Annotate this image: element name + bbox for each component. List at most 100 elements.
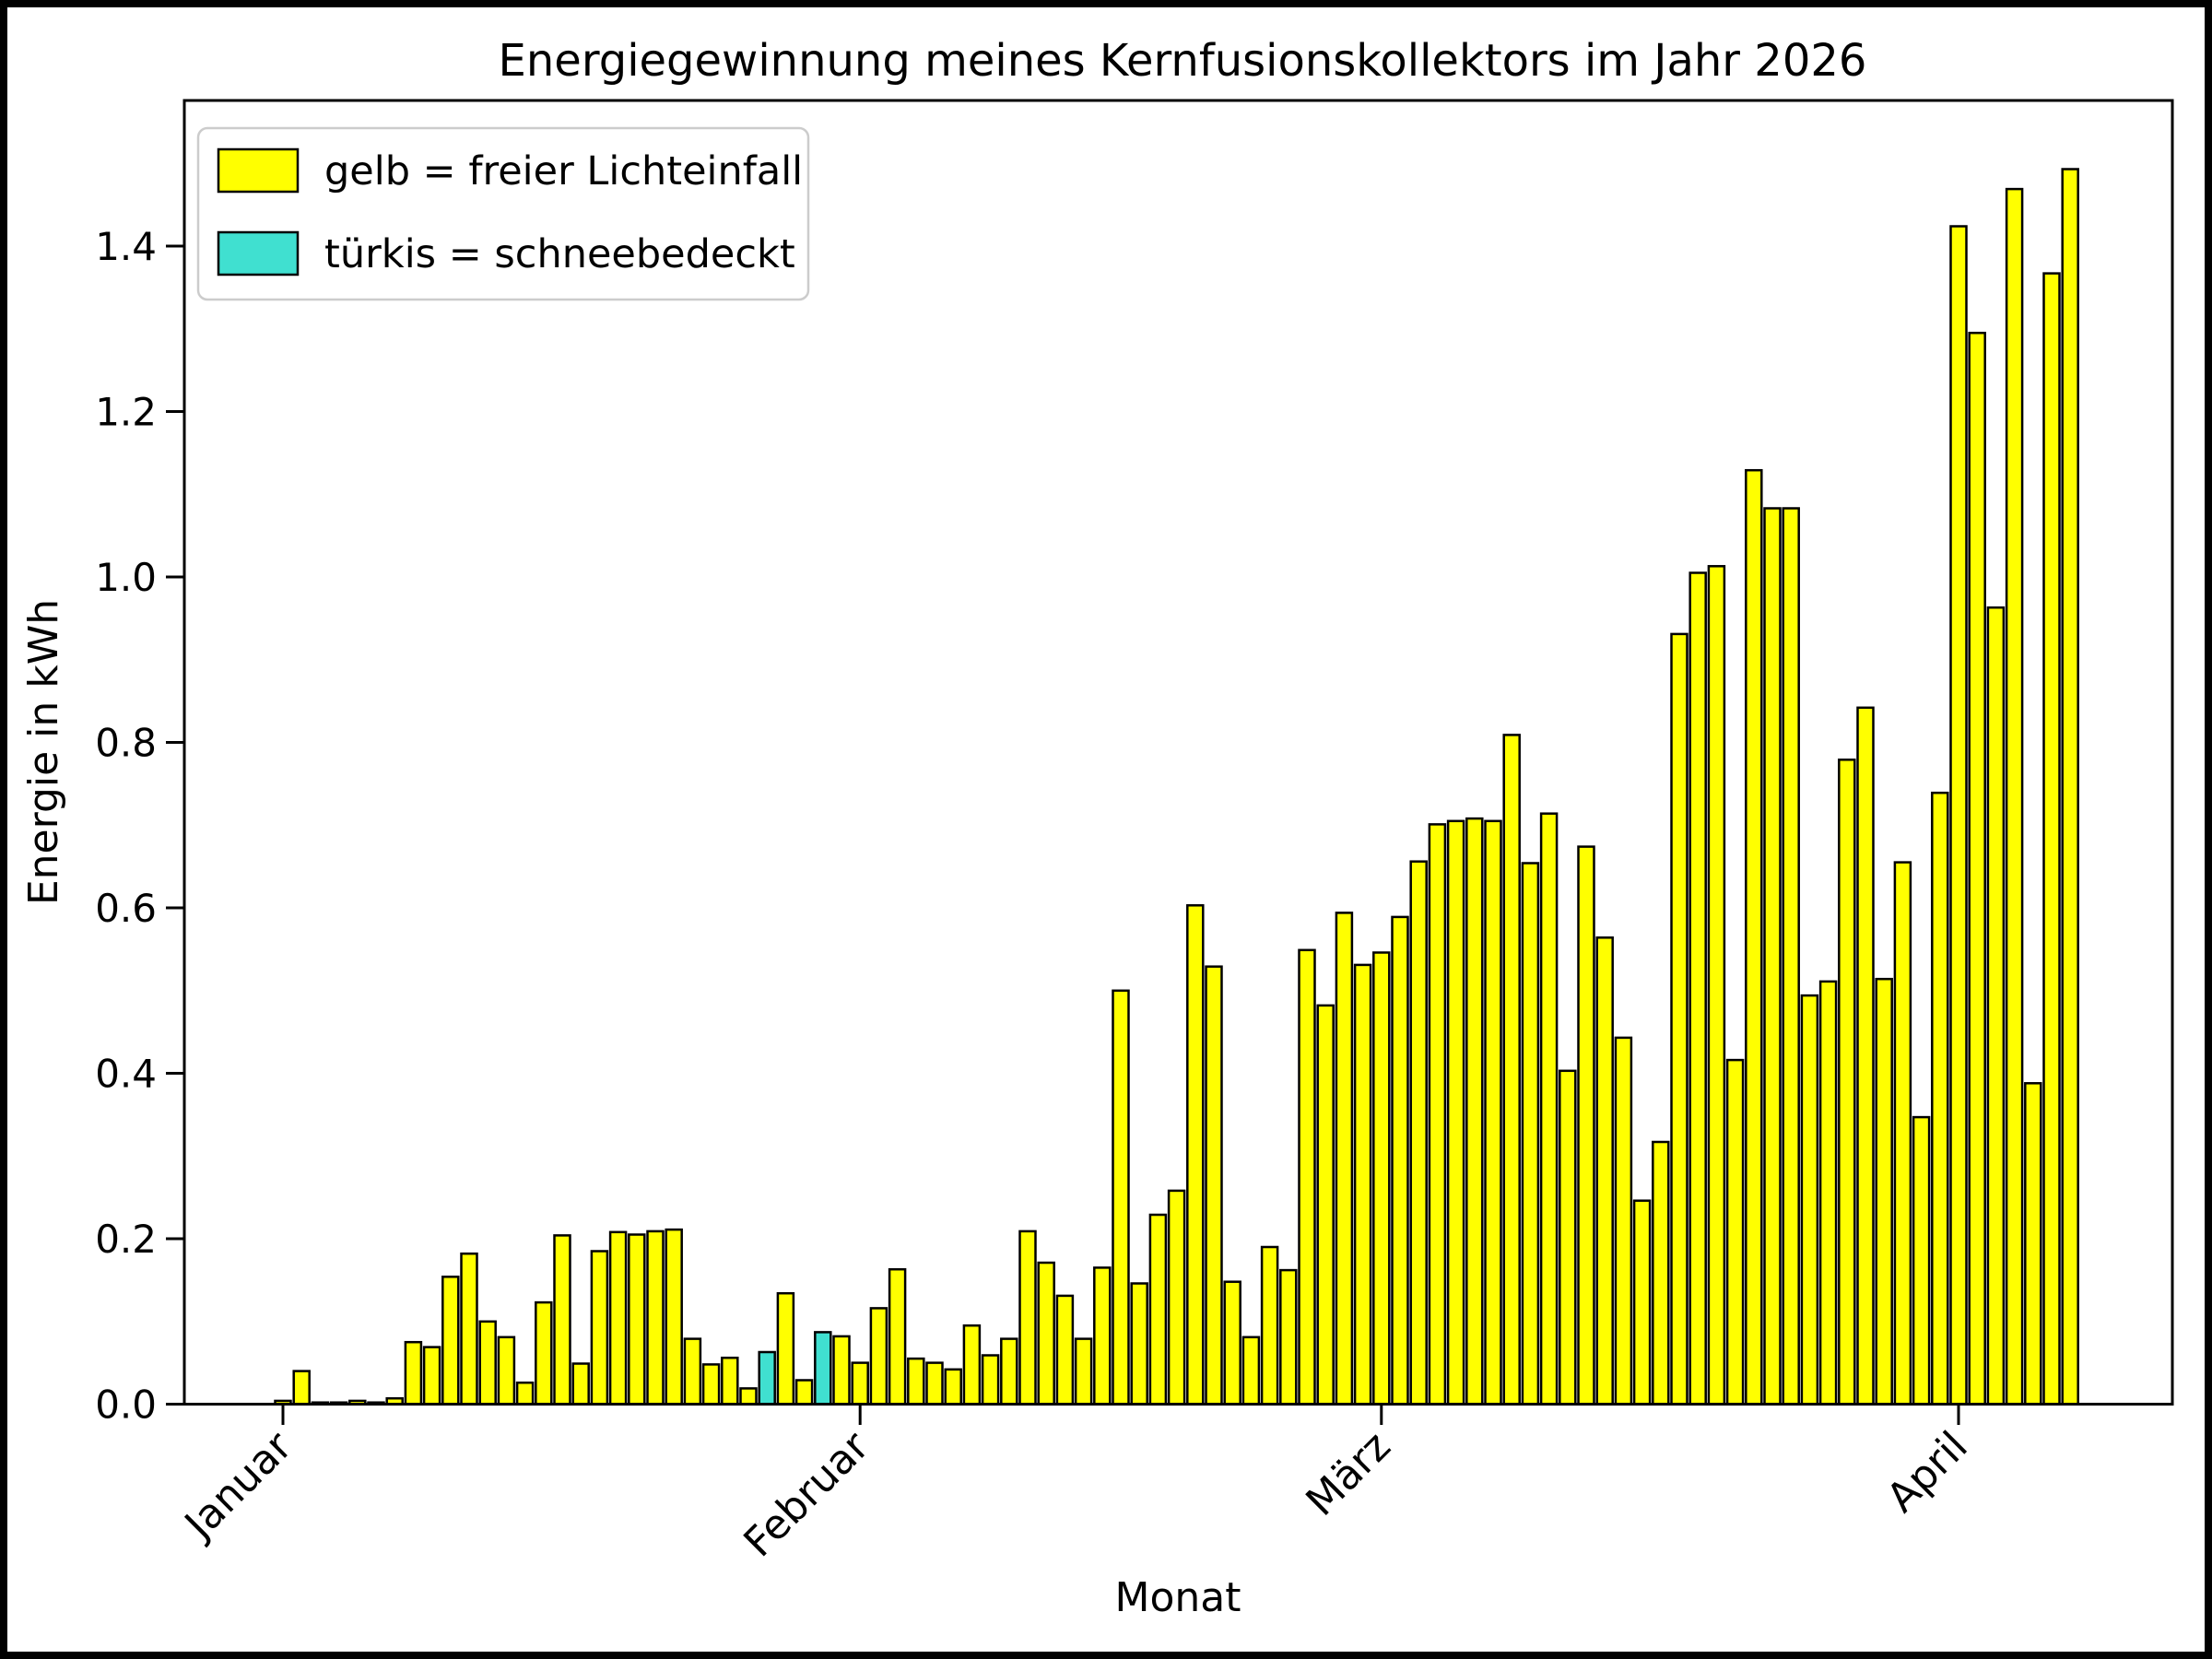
bar-free-light: [1353, 963, 1372, 1406]
bar-free-light: [925, 1361, 944, 1406]
bar-free-light: [701, 1363, 721, 1406]
bar-free-light: [1652, 1140, 1670, 1406]
bar-free-light: [1745, 468, 1763, 1406]
bar-free-light: [1949, 225, 1968, 1406]
bar-free-light: [608, 1230, 628, 1406]
y-tick-label: 0.6: [95, 886, 157, 931]
bar-free-light: [441, 1276, 460, 1406]
y-tick-label: 1.0: [95, 555, 157, 600]
bar-free-light: [1559, 1069, 1577, 1406]
bar-free-light: [1112, 989, 1130, 1406]
bar-free-light: [1484, 819, 1502, 1406]
bar-free-light: [1186, 904, 1205, 1406]
bar-free-light: [1335, 912, 1354, 1406]
bar-free-light: [478, 1320, 497, 1406]
bar-free-light: [1241, 1335, 1261, 1406]
bar-free-light: [1465, 817, 1484, 1406]
axes-spines: [182, 99, 2174, 1406]
bar-free-light: [1800, 994, 1819, 1406]
bar-free-light: [1912, 1115, 1931, 1406]
bar-free-light: [1130, 1282, 1148, 1406]
bar-free-light: [776, 1291, 795, 1406]
y-tick-label: 0.4: [95, 1052, 157, 1097]
bar-free-light: [404, 1340, 423, 1406]
bar-free-light: [1931, 791, 1949, 1406]
bar-free-light: [1986, 606, 2006, 1406]
bar-free-light: [1428, 823, 1447, 1406]
bars-group: [274, 168, 2079, 1406]
bar-free-light: [535, 1300, 553, 1406]
bar-free-light: [515, 1381, 535, 1406]
bar-free-light: [571, 1362, 590, 1406]
legend-label-snow-covered: türkis = schneebedeckt: [324, 231, 795, 277]
bar-free-light: [292, 1370, 311, 1406]
bar-free-light: [1577, 845, 1595, 1406]
bar-free-light: [497, 1335, 516, 1406]
bar-free-light: [1595, 936, 1614, 1406]
y-axis-ticks: 0.0 0.2 0.4 0.6 0.8 1.0 1.2 1.4: [95, 224, 184, 1428]
bar-snow-covered: [758, 1350, 776, 1406]
y-axis-label: Energie in kWh: [20, 599, 67, 905]
bar-free-light: [665, 1228, 683, 1406]
bar-free-light: [1298, 948, 1316, 1406]
bar-free-light: [1725, 1058, 1745, 1406]
bar-free-light: [1838, 759, 1856, 1406]
legend-box: [196, 126, 810, 301]
bar-free-light: [1055, 1294, 1075, 1406]
bar-free-light: [794, 1379, 814, 1406]
bar-free-light: [832, 1335, 851, 1406]
chart-title: Energiegewinnung meines Kernfusionskolle…: [499, 35, 1867, 87]
bar-free-light: [1521, 862, 1540, 1406]
bar-free-light: [721, 1356, 739, 1406]
bar-free-light: [1391, 915, 1409, 1406]
bar-free-light: [422, 1346, 441, 1406]
bar-free-light: [1372, 951, 1391, 1406]
bar-free-light: [869, 1307, 888, 1406]
bar-free-light: [1632, 1199, 1652, 1406]
bar-free-light: [1893, 861, 1912, 1406]
bar-free-light: [683, 1337, 702, 1406]
bar-free-light: [1260, 1245, 1279, 1406]
bar-snow-covered: [814, 1331, 832, 1406]
bar-free-light: [1782, 507, 1800, 1406]
bar-free-light: [1018, 1230, 1037, 1406]
bar-free-light: [851, 1361, 869, 1406]
bar-free-light: [981, 1354, 1000, 1406]
x-axis-label: Monat: [1115, 1574, 1241, 1621]
bar-free-light: [2061, 168, 2079, 1406]
bar-free-light: [1167, 1189, 1186, 1406]
bar-free-light: [628, 1233, 646, 1406]
bar-free-light: [646, 1230, 665, 1406]
bar-free-light: [2024, 1082, 2042, 1406]
bar-free-light: [1279, 1268, 1298, 1406]
bar-free-light: [1614, 1036, 1633, 1406]
bar-free-light: [888, 1267, 907, 1406]
bar-free-light: [1316, 1004, 1335, 1406]
bar-free-light: [1968, 331, 1986, 1406]
bar-free-light: [1446, 819, 1465, 1406]
bar-free-light: [1409, 860, 1428, 1406]
bar-free-light: [1074, 1337, 1093, 1406]
y-tick-label: 0.0: [95, 1382, 157, 1428]
legend: gelb = freier Lichteinfall türkis = schn…: [196, 126, 810, 301]
bar-free-light: [944, 1368, 962, 1406]
y-tick-label: 1.2: [95, 390, 157, 435]
bar-free-light: [1856, 706, 1875, 1406]
y-tick-label: 0.2: [95, 1217, 157, 1262]
bar-free-light: [1763, 507, 1782, 1406]
bar-free-light: [460, 1252, 478, 1406]
bar-free-light: [1818, 980, 1838, 1406]
bar-free-light: [1875, 977, 1893, 1406]
legend-swatch-snow-covered: [217, 230, 300, 276]
legend-label-free-light: gelb = freier Lichteinfall: [324, 148, 803, 194]
bar-free-light: [1670, 632, 1688, 1406]
bar-free-light: [590, 1250, 609, 1406]
legend-swatch-free-light: [217, 147, 300, 194]
bar-free-light: [1539, 812, 1559, 1406]
bar-free-light: [1707, 565, 1726, 1406]
bar-free-light: [907, 1357, 925, 1406]
bar-free-light: [1000, 1337, 1018, 1406]
